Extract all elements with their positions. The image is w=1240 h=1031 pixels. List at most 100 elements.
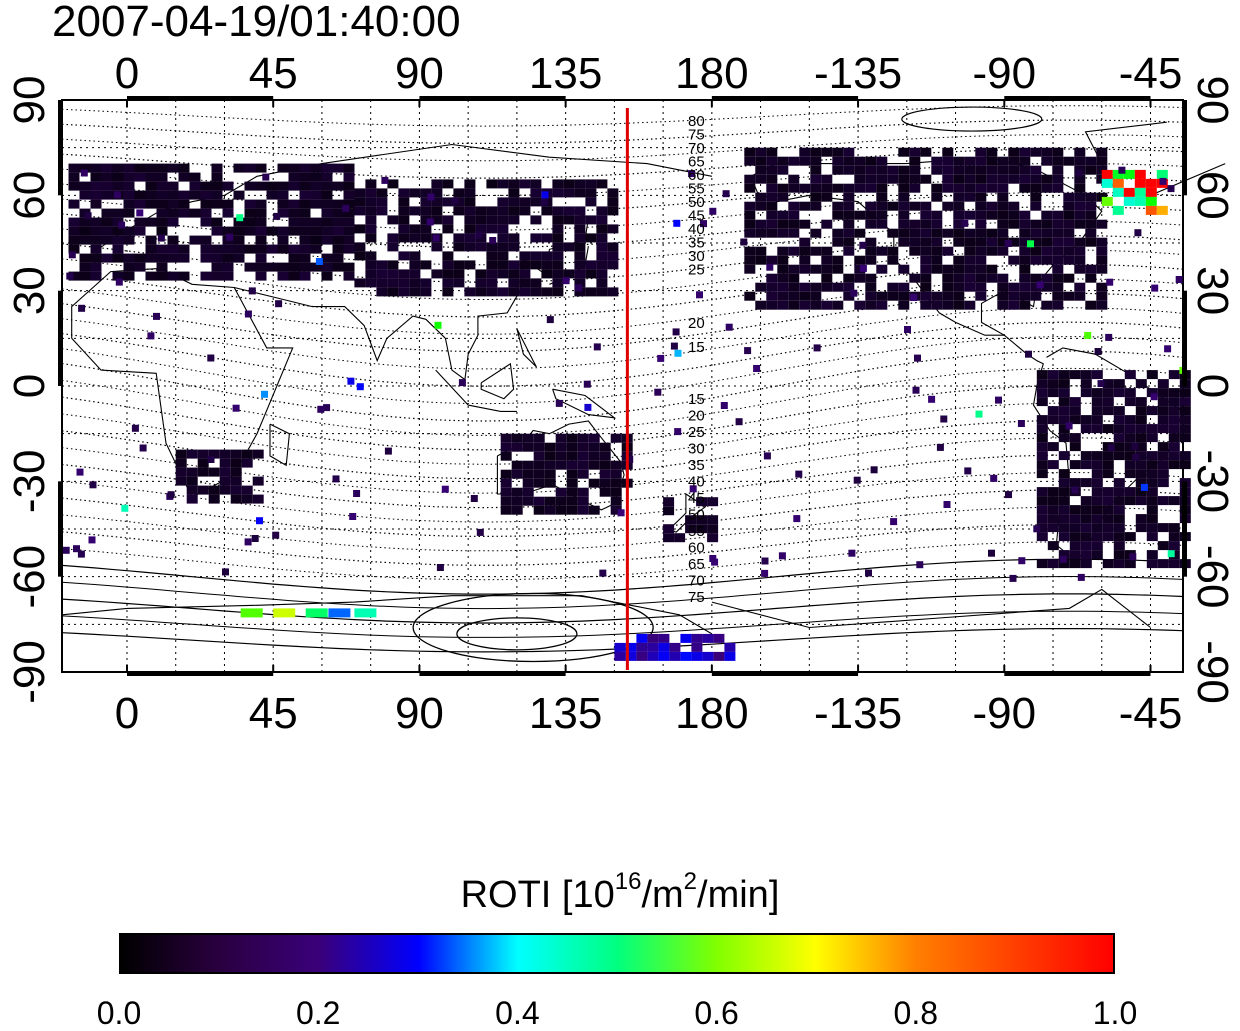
roti-cell bbox=[236, 214, 244, 222]
roti-cell bbox=[555, 451, 567, 461]
roti-cell bbox=[1030, 183, 1042, 193]
roti-cell bbox=[1157, 523, 1169, 533]
roti-cell bbox=[986, 183, 998, 193]
roti-cell bbox=[200, 271, 212, 281]
roti-cell bbox=[763, 452, 771, 460]
roti-cell bbox=[145, 217, 157, 227]
roti-cell bbox=[533, 442, 545, 452]
roti-cell bbox=[1179, 451, 1191, 461]
roti-cell bbox=[68, 172, 80, 182]
roti-cell bbox=[672, 328, 680, 336]
roti-cell bbox=[343, 271, 355, 281]
roti-cell bbox=[854, 165, 866, 175]
roti-cell bbox=[584, 403, 592, 411]
roti-cell bbox=[1041, 255, 1053, 265]
roti-cell bbox=[788, 264, 800, 274]
roti-cell bbox=[953, 174, 965, 184]
roti-cell bbox=[273, 212, 281, 220]
roti-cell bbox=[1058, 550, 1070, 560]
roti-cell bbox=[420, 260, 432, 270]
roti-cell bbox=[658, 651, 670, 661]
left-lat-label: 60 bbox=[5, 171, 54, 220]
roti-cell bbox=[766, 156, 778, 166]
roti-cell bbox=[1052, 282, 1064, 292]
roti-cell bbox=[744, 264, 756, 274]
contour-line bbox=[61, 541, 1184, 581]
roti-cell bbox=[1041, 228, 1053, 238]
roti-cell bbox=[910, 294, 918, 301]
roti-cell bbox=[409, 251, 421, 261]
roti-cell bbox=[101, 172, 113, 182]
roti-cell bbox=[1047, 460, 1059, 470]
colorbar-tick-label: 0.0 bbox=[96, 995, 142, 1031]
roti-cell bbox=[156, 217, 168, 227]
roti-cell bbox=[1135, 496, 1147, 506]
roti-cell bbox=[354, 197, 366, 207]
top-lon-label: -45 bbox=[1119, 49, 1183, 98]
roti-cell bbox=[821, 273, 833, 283]
roti-cell bbox=[233, 235, 245, 245]
roti-cell bbox=[887, 174, 899, 184]
roti-cell bbox=[476, 528, 484, 536]
roti-cell bbox=[986, 237, 998, 247]
roti-cell bbox=[1124, 559, 1136, 569]
roti-cell bbox=[596, 260, 608, 270]
roti-cell bbox=[442, 278, 454, 288]
roti-cell bbox=[1102, 523, 1114, 533]
roti-cell bbox=[596, 233, 608, 243]
roti-cell bbox=[854, 264, 866, 274]
roti-cell bbox=[310, 262, 322, 272]
roti-cell bbox=[118, 221, 126, 229]
roti-cell bbox=[1135, 487, 1147, 497]
roti-cell bbox=[546, 316, 554, 324]
roti-cell bbox=[186, 467, 198, 477]
roti-cell bbox=[596, 269, 608, 279]
roti-cell bbox=[766, 183, 778, 193]
roti-cell bbox=[920, 201, 932, 211]
roti-cell bbox=[1036, 523, 1048, 533]
roti-cell bbox=[810, 201, 822, 211]
roti-cell bbox=[674, 349, 682, 357]
roti-cell bbox=[566, 469, 578, 479]
roti-cell bbox=[1052, 291, 1064, 301]
roti-cell bbox=[230, 494, 242, 504]
roti-cell bbox=[1146, 370, 1158, 380]
roti-cell bbox=[964, 228, 976, 238]
roti-cell bbox=[519, 251, 531, 261]
roti-cell bbox=[898, 210, 910, 220]
roti-cell bbox=[843, 147, 855, 157]
colorbar-tick-label: 0.8 bbox=[893, 995, 939, 1031]
roti-cell bbox=[1085, 264, 1097, 274]
roti-cell bbox=[475, 278, 487, 288]
roti-cell bbox=[1074, 183, 1086, 193]
roti-cell bbox=[1134, 229, 1142, 237]
roti-cell bbox=[753, 365, 761, 372]
roti-cell bbox=[832, 210, 844, 220]
roti-cell bbox=[486, 242, 498, 252]
roti-cell bbox=[1019, 174, 1031, 184]
roti-cell bbox=[1008, 174, 1020, 184]
roti-cell bbox=[788, 219, 800, 229]
roti-cell bbox=[431, 269, 443, 279]
roti-cell bbox=[1080, 370, 1092, 380]
roti-cell bbox=[1102, 514, 1114, 524]
roti-cell bbox=[865, 291, 877, 301]
roti-cell bbox=[310, 217, 322, 227]
roti-cell bbox=[964, 255, 976, 265]
contour-label: 20 bbox=[688, 315, 705, 332]
roti-cell bbox=[530, 287, 542, 297]
roti-cell bbox=[1096, 300, 1108, 310]
roti-cell bbox=[464, 197, 476, 207]
roti-cell bbox=[530, 179, 542, 189]
roti-cell bbox=[909, 183, 921, 193]
roti-cell bbox=[744, 174, 756, 184]
roti-cell bbox=[777, 291, 789, 301]
right-lat-label: 0 bbox=[1188, 374, 1237, 398]
roti-cell bbox=[953, 192, 965, 202]
roti-cell bbox=[843, 246, 855, 256]
roti-cell bbox=[273, 608, 296, 618]
roti-cell bbox=[332, 163, 344, 173]
roti-cell bbox=[735, 418, 743, 426]
roti-cell bbox=[898, 165, 910, 175]
bottom-lon-label: -45 bbox=[1119, 689, 1183, 738]
